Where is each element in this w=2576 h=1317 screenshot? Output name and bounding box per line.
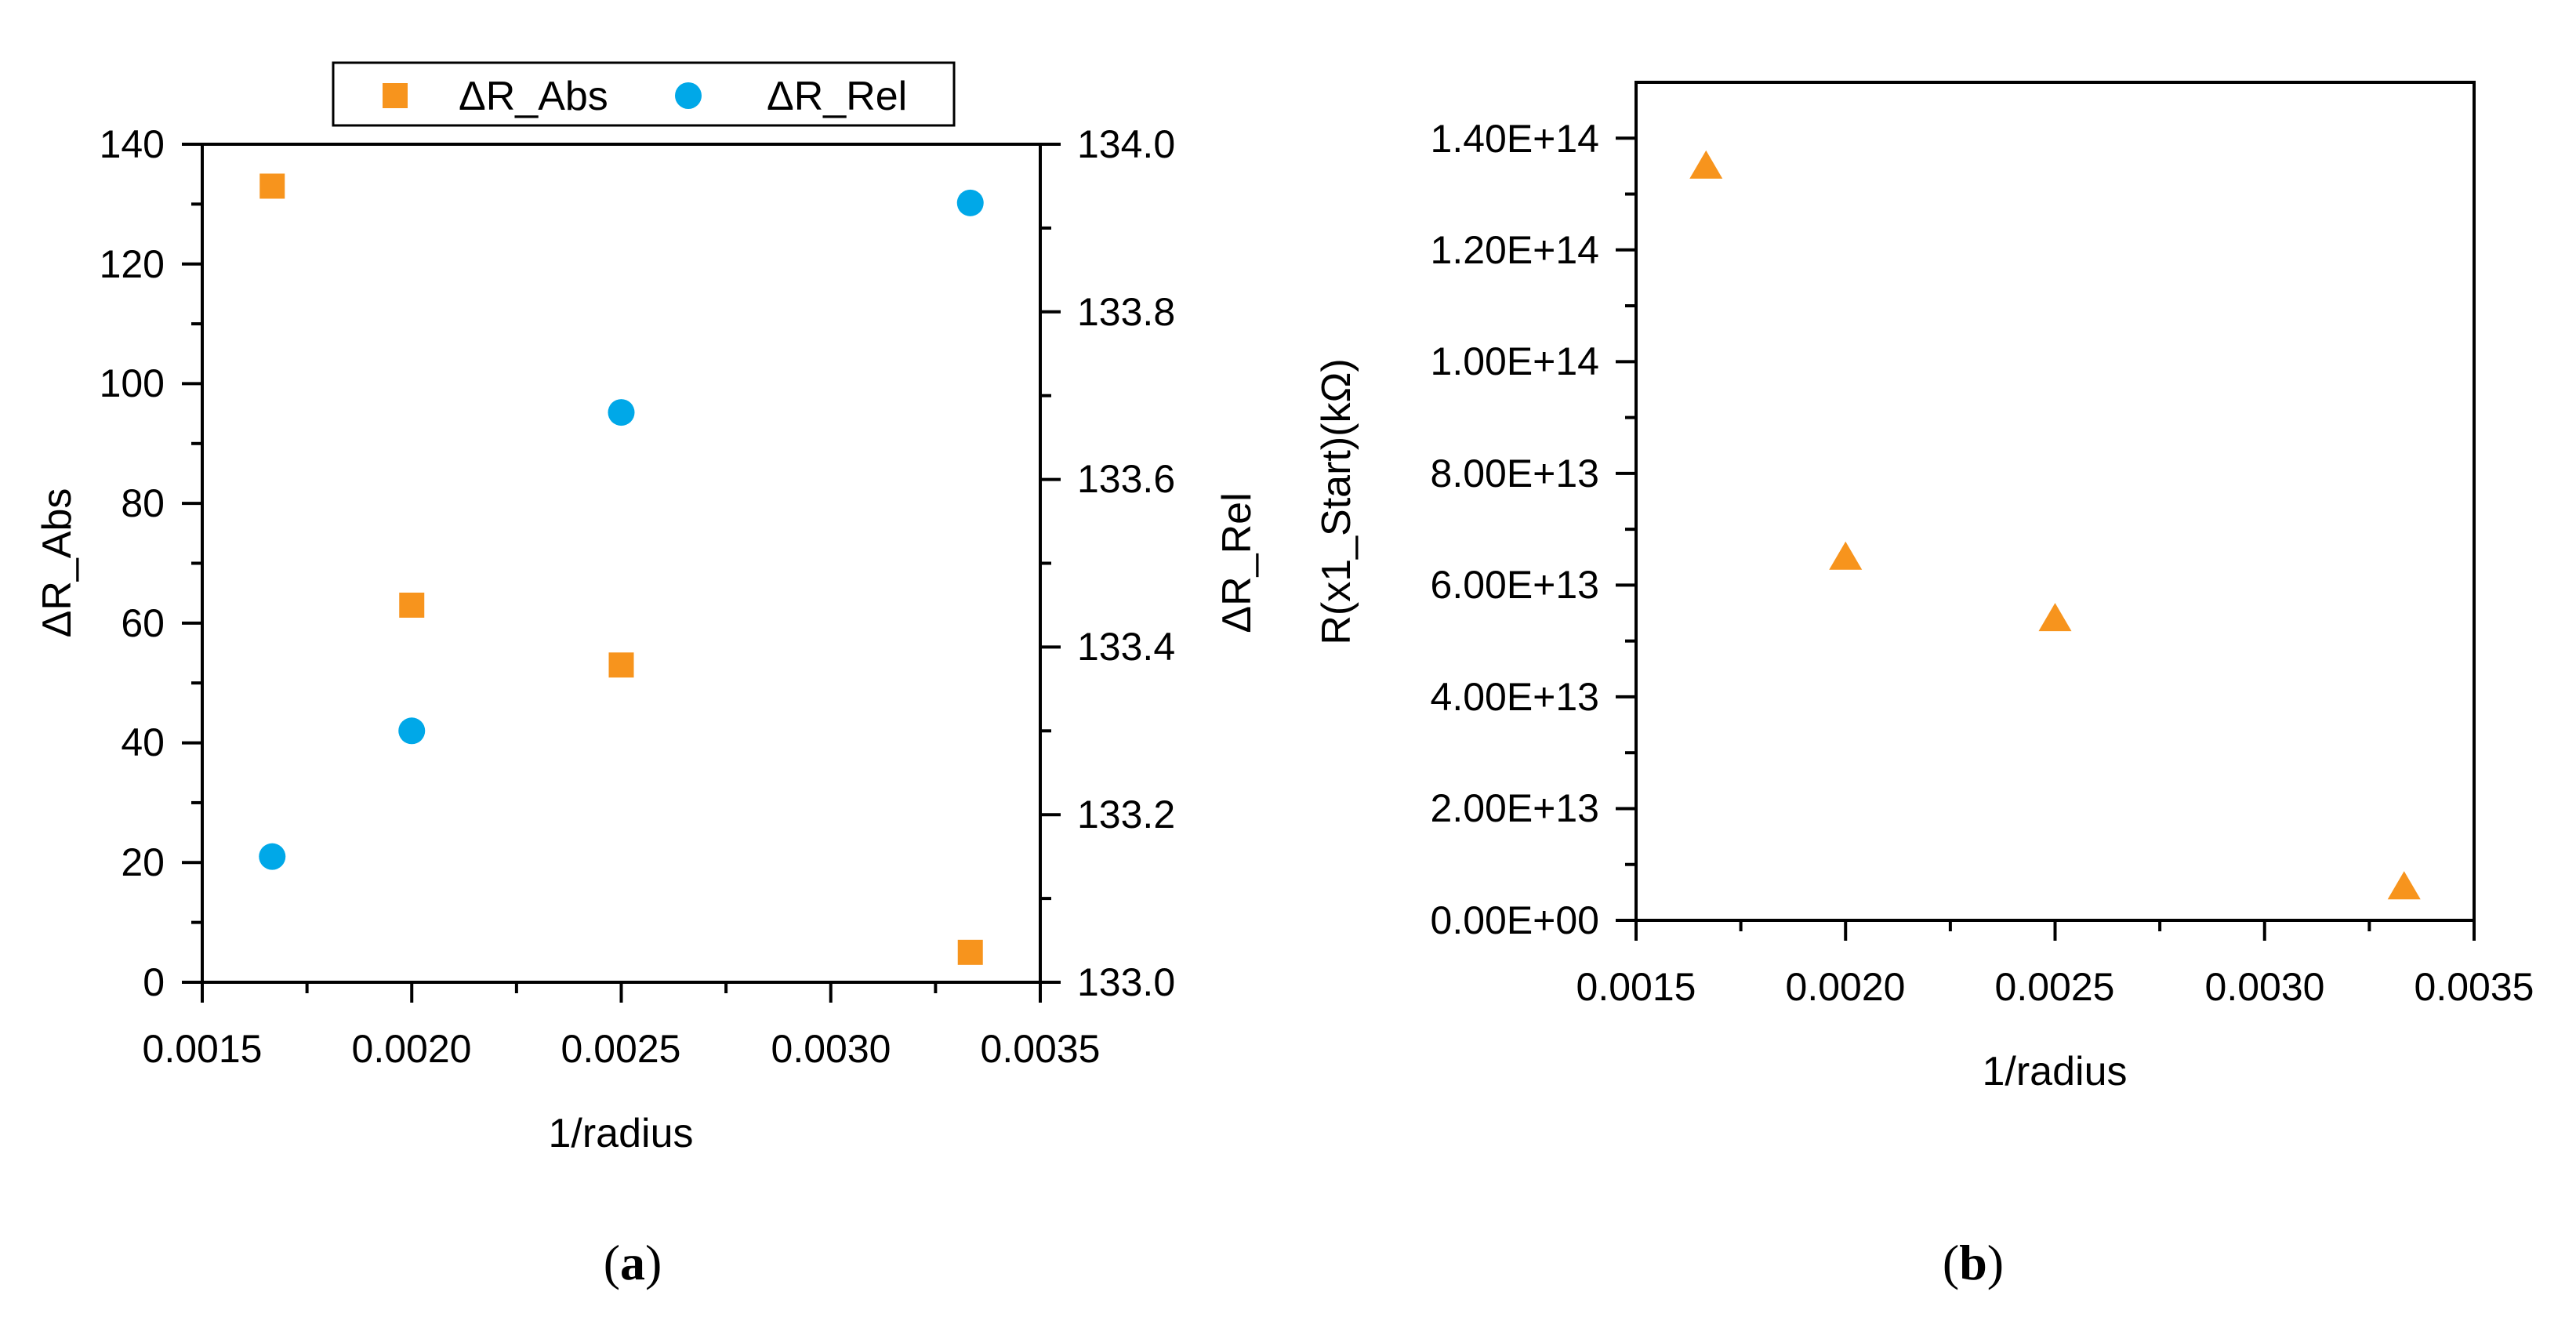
panel-a-plot-frame (201, 143, 1042, 984)
panel-b-xtick-label: 0.0015 (1576, 965, 1696, 1009)
panel-a: 0.0015 0.0020 0.0025 0.0030 0.0035 0 20 … (34, 61, 1260, 1290)
panel-a-ytick-left-label: 140 (100, 122, 165, 166)
panel-a-ytick-left-label: 40 (121, 720, 165, 764)
panel-b: 0.0015 0.0020 0.0025 0.0030 0.0035 0.00E… (1314, 81, 2534, 1290)
panel-b-ytick-label: 8.00E+13 (1431, 452, 1599, 495)
panel-b-xtick-label: 0.0020 (1786, 965, 1906, 1009)
panel-a-data-points (259, 173, 984, 965)
legend-abs-label: ΔR_Abs (459, 74, 608, 119)
panel-a-y-axis-title-left: ΔR_Abs (34, 488, 80, 638)
panel-a-ytick-right-label: 133.0 (1077, 960, 1175, 1004)
panel-b-ytick-label: 1.00E+14 (1431, 339, 1599, 383)
panel-b-xtick-label: 0.0035 (2415, 965, 2534, 1009)
panel-a-xtick-label: 0.0035 (981, 1027, 1101, 1071)
panel-a-x-axis-title: 1/radius (549, 1111, 694, 1156)
panel-a-xtick-label: 0.0030 (771, 1027, 891, 1071)
panel-a-ytick-left-label: 20 (121, 840, 165, 884)
panel-a-ytick-right-label: 134.0 (1077, 122, 1175, 166)
rel-point (398, 717, 426, 745)
rel-point (259, 843, 286, 870)
abs-point (399, 592, 425, 618)
legend-rel-label: ΔR_Rel (767, 74, 907, 119)
panel-b-x-axis-title: 1/radius (1983, 1049, 2128, 1094)
panel-a-ytick-left-label: 80 (121, 481, 165, 525)
panel-b-xtick-label: 0.0030 (2205, 965, 2325, 1009)
panel-a-y-axis-title-right: ΔR_Rel (1214, 492, 1260, 633)
panel-b-ytick-label: 2.00E+13 (1431, 786, 1599, 830)
panel-a-ytick-right-label: 133.6 (1077, 457, 1175, 501)
panel-b-ytick-label: 1.20E+14 (1431, 228, 1599, 272)
r-start-point (2387, 871, 2421, 900)
panel-b-ytick-label: 6.00E+13 (1431, 563, 1599, 607)
panel-b-ytick-label: 0.00E+00 (1431, 898, 1599, 942)
panel-a-label: (a) (604, 1235, 662, 1290)
panel-b-label: (b) (1943, 1235, 2004, 1290)
panel-b-data-points (1689, 150, 2421, 900)
panel-a-ytick-left-label: 100 (100, 361, 165, 405)
rel-point (956, 189, 984, 216)
panel-b-ticks (1616, 136, 2476, 941)
panel-a-ytick-left-label: 0 (143, 960, 165, 1004)
rel-point (608, 399, 635, 426)
panel-a-legend: ΔR_Abs ΔR_Rel (332, 61, 956, 127)
panel-a-ytick-right-label: 133.2 (1077, 793, 1175, 836)
panel-a-ytick-left-label: 120 (100, 242, 165, 286)
panel-b-ytick-label: 4.00E+13 (1431, 675, 1599, 719)
panel-a-ticks (182, 143, 1061, 1003)
panel-b-plot-frame (1634, 81, 2476, 922)
abs-point (259, 173, 285, 199)
r-start-point (1689, 150, 1723, 179)
panel-b-y-axis-title: R(x1_Start)(kΩ) (1314, 358, 1359, 644)
panel-b-xtick-label: 0.0025 (1995, 965, 2115, 1009)
legend-box (332, 61, 956, 127)
panel-a-ytick-right-label: 133.8 (1077, 290, 1175, 334)
legend-abs-marker (383, 83, 408, 108)
panel-a-xtick-label: 0.0020 (352, 1027, 472, 1071)
panel-a-xtick-label: 0.0025 (561, 1027, 681, 1071)
panel-a-xtick-label: 0.0015 (143, 1027, 263, 1071)
r-start-point (1829, 541, 1863, 570)
abs-point (957, 939, 983, 965)
panel-a-ytick-left-label: 60 (121, 601, 165, 645)
abs-point (608, 652, 634, 678)
legend-rel-marker (675, 82, 702, 109)
panel-b-ytick-label: 1.40E+14 (1431, 117, 1599, 161)
r-start-point (2038, 603, 2072, 632)
panel-a-ytick-right-label: 133.4 (1077, 625, 1175, 669)
